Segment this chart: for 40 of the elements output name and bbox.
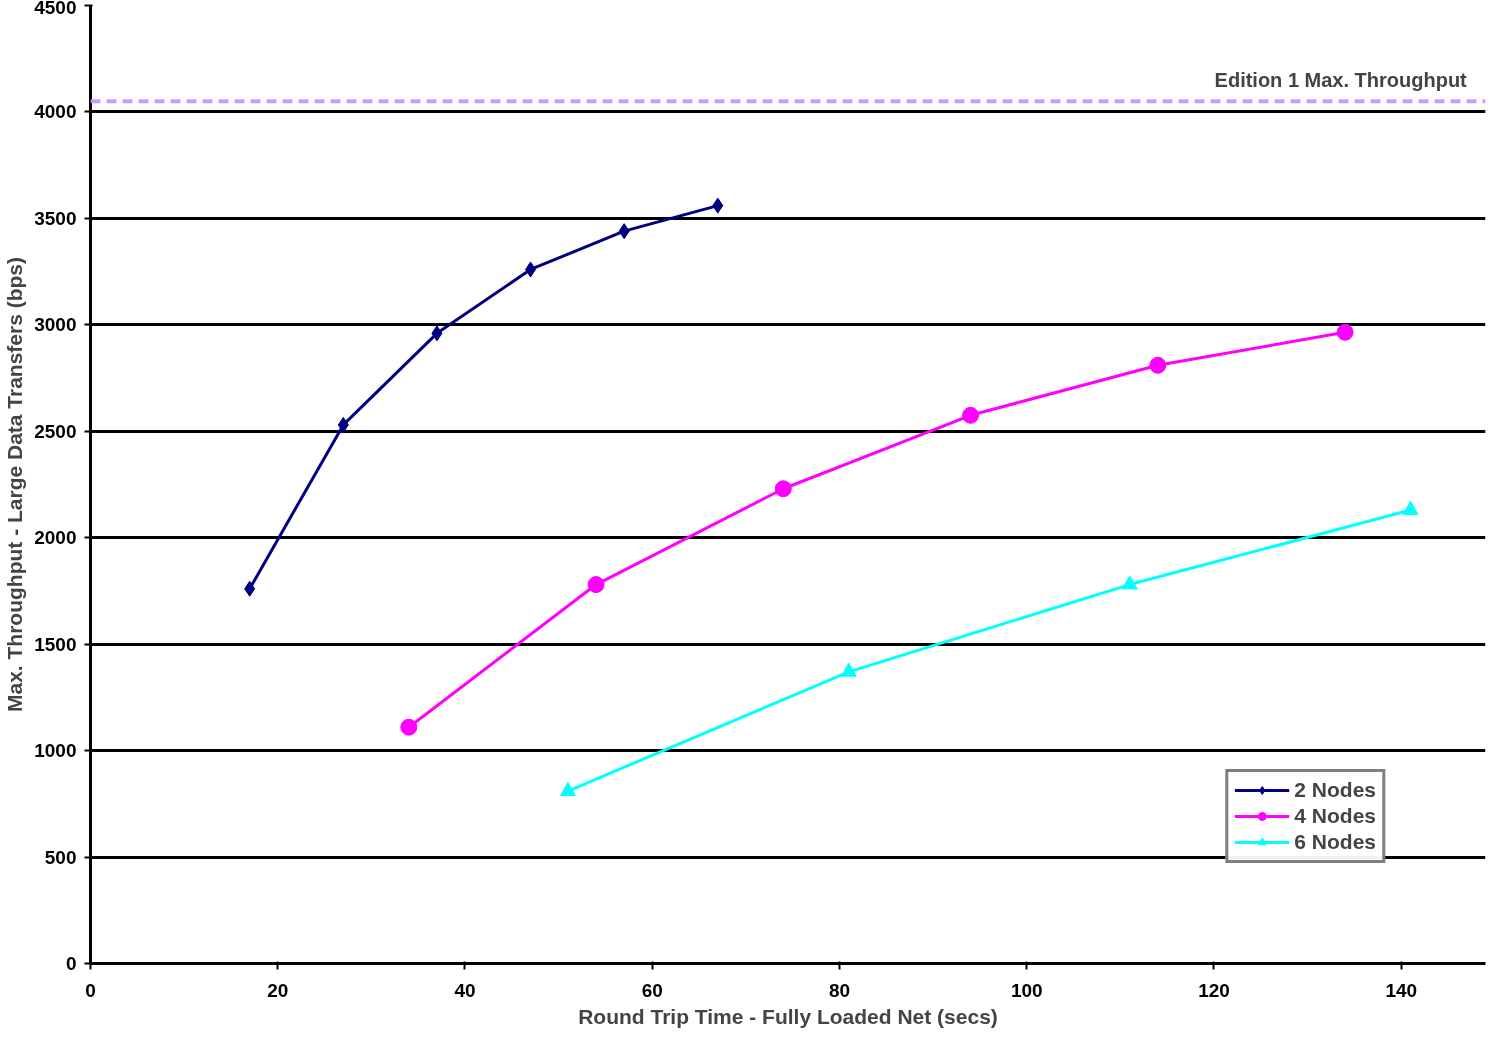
y-tick-label: 0: [65, 953, 77, 974]
point: [712, 197, 724, 214]
point: [962, 406, 980, 424]
x-tick-label: 20: [267, 979, 289, 1001]
point: [244, 580, 256, 597]
point: [1402, 500, 1419, 515]
point: [587, 576, 605, 594]
point: [337, 416, 349, 433]
point: [618, 223, 630, 240]
legend-label: 4 Nodes: [1294, 804, 1376, 828]
y-tick-label: 2000: [34, 527, 77, 549]
x-tick-label: 0: [85, 979, 96, 1001]
point: [525, 261, 537, 278]
point: [840, 662, 857, 677]
y-tick-label: 4000: [34, 101, 77, 123]
point: [400, 718, 418, 736]
y-tick-label: 2500: [34, 420, 77, 442]
y-tick-label: 1500: [34, 633, 77, 655]
y-tick-label: 500: [44, 846, 77, 868]
x-tick-label: 80: [828, 979, 851, 1001]
ref-line-label: Edition 1 Max. Throughput: [1214, 69, 1468, 92]
x-axis-title: Round Trip Time - Fully Loaded Net (secs): [578, 1004, 998, 1028]
y-axis-title: Max. Throughput - Large Data Transfers (bps): [3, 256, 27, 713]
x-tick-label: 100: [1010, 979, 1043, 1001]
x-tick-label: 120: [1198, 979, 1230, 1001]
point: [774, 480, 792, 498]
legend-label: 2 Nodes: [1294, 778, 1376, 802]
point: [1336, 323, 1354, 341]
point: [431, 325, 443, 342]
point: [559, 781, 576, 796]
y-tick-label: 3500: [34, 207, 77, 229]
y-tick-label: 1000: [34, 740, 77, 762]
point: [1149, 356, 1167, 374]
x-tick-label: 40: [454, 979, 476, 1001]
point: [1121, 575, 1138, 590]
y-tick-label: 4500: [34, 0, 77, 18]
x-tick-label: 140: [1385, 979, 1418, 1001]
legend-label: 6 Nodes: [1294, 830, 1376, 854]
x-tick-label: 60: [641, 979, 663, 1001]
y-tick-label: 3000: [34, 314, 77, 336]
